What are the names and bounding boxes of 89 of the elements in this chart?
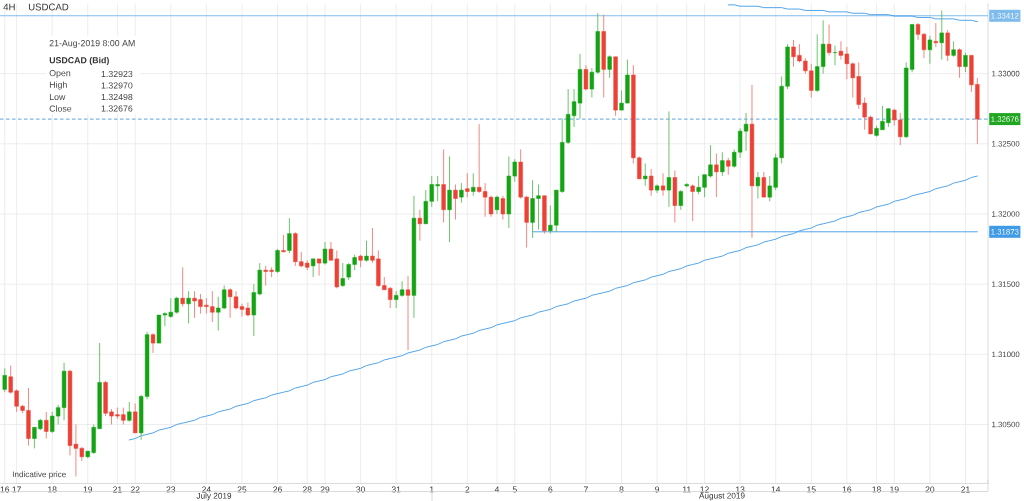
candlestick <box>607 54 612 79</box>
candlestick <box>281 234 286 253</box>
candlestick <box>761 171 766 198</box>
x-tick-label: 1 <box>430 486 434 493</box>
x-tick-label: 12 <box>700 486 709 493</box>
x-tick-label: 22 <box>130 486 140 493</box>
x-tick-label: 13 <box>736 486 745 493</box>
candlestick <box>826 24 832 56</box>
x-tick-label: 2 <box>465 486 470 493</box>
candlestick <box>127 401 132 423</box>
x-tick-label: 25 <box>237 486 247 493</box>
annotation: Indicative price <box>12 471 66 479</box>
candlestick <box>945 29 950 62</box>
candlestick <box>310 258 316 278</box>
candlestick <box>649 168 654 197</box>
x-tick-label: 15 <box>807 486 816 493</box>
candlestick <box>583 64 589 91</box>
x-tick-label: 16 <box>842 486 852 493</box>
candlestick <box>340 262 345 288</box>
x-tick-label: 18 <box>872 486 881 493</box>
candlestick <box>666 111 672 208</box>
x-tick-label: 31 <box>391 486 401 493</box>
x-tick-label: 7 <box>584 486 588 493</box>
annotation: Open <box>49 70 71 78</box>
candlestick <box>150 332 156 354</box>
x-tick-label: 18 <box>48 486 57 493</box>
candlestick <box>939 10 944 61</box>
x-tick-label: 19 <box>83 486 93 493</box>
x-tick-label: 19 <box>890 486 899 493</box>
candlestick <box>714 153 719 198</box>
x-tick-label: 24 <box>202 486 211 493</box>
chart-subtitle: 4H <box>3 3 15 11</box>
candlestick <box>453 184 458 221</box>
candlestick <box>186 290 191 324</box>
candlestick <box>678 189 683 211</box>
x-tick-label: 5 <box>512 486 517 493</box>
x-tick-label: 28 <box>302 486 312 493</box>
chart-title: USDCAD <box>28 3 69 11</box>
annotation: 1.32676 <box>101 105 133 112</box>
candlestick <box>417 209 423 242</box>
x-tick-label: 20 <box>925 486 935 493</box>
candlestick <box>275 248 280 274</box>
annotation: 1.32970 <box>101 82 133 89</box>
candlestick <box>660 172 666 197</box>
candlestick <box>471 172 476 197</box>
candlestick <box>44 411 49 439</box>
x-tick-label: 21 <box>113 486 122 493</box>
annotation: High <box>49 81 67 90</box>
candlestick <box>643 162 648 187</box>
x-tick-label: 30 <box>356 486 365 493</box>
annotation: USDCAD (Bid) <box>49 56 109 66</box>
candlestick <box>447 155 452 243</box>
candlestick <box>933 22 938 48</box>
candlestick <box>832 45 838 66</box>
annotation: 1.32923 <box>101 70 133 78</box>
candlestick <box>963 52 968 73</box>
annotation: 21-Aug-2019 8:00 AM <box>49 40 135 48</box>
x-tick-label: 17 <box>12 486 21 493</box>
x-tick-label: 9 <box>655 486 660 493</box>
x-tick-label: 21 <box>961 486 970 493</box>
candlestick <box>287 217 292 254</box>
annotation: Close <box>49 105 72 112</box>
annotation: Low <box>49 93 66 101</box>
candlestick <box>957 47 962 79</box>
x-tick-label: 14 <box>771 486 781 493</box>
text: August 2019 <box>698 492 745 501</box>
x-tick-label: 16 <box>0 486 10 493</box>
x-tick-label: 4 <box>494 486 500 493</box>
x-tick-label: 8 <box>619 486 624 493</box>
candlestick <box>500 195 506 221</box>
candlestick <box>133 402 138 434</box>
candlestick <box>316 258 322 277</box>
x-tick-label: 11 <box>682 486 691 493</box>
candlestick <box>720 151 725 177</box>
candlestick <box>364 240 369 263</box>
x-tick-label: 29 <box>320 486 330 493</box>
x-tick-label: 23 <box>166 486 176 493</box>
candlestick <box>690 184 695 222</box>
candlestick <box>755 171 761 199</box>
candlestick <box>459 182 464 204</box>
x-tick-label: 26 <box>273 486 282 493</box>
candlestick <box>465 172 470 198</box>
annotation: 1.32498 <box>101 93 133 101</box>
candlestick <box>2 367 7 393</box>
x-tick-label: 6 <box>548 486 553 493</box>
candlestick <box>405 275 411 351</box>
candlestick <box>180 266 185 308</box>
candlestick <box>927 35 933 65</box>
text: July 2019 <box>196 492 232 501</box>
